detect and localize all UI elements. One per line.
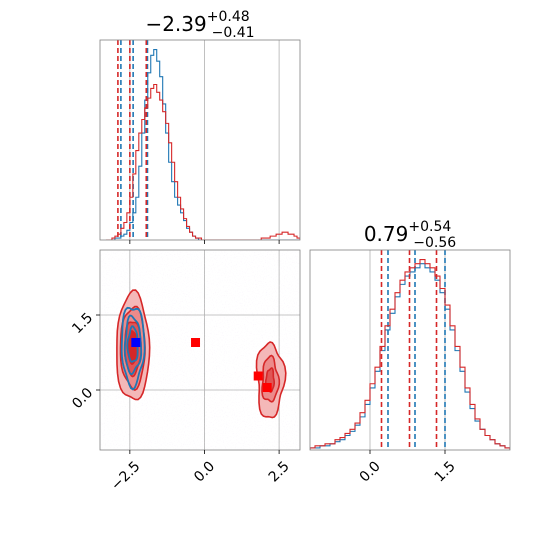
axes-frame-br <box>309 249 511 451</box>
marker-square <box>262 383 272 392</box>
title-param1-sub: −0.41 <box>212 25 255 41</box>
marker-square <box>191 338 201 347</box>
hist-tl-series <box>105 40 300 240</box>
title-param1-value: −2.39 <box>145 12 206 36</box>
ticks-br: 0.0 1.5 <box>357 450 459 486</box>
blue-contour-level <box>120 306 146 391</box>
grid-tl <box>129 40 280 240</box>
marker-square <box>131 338 141 347</box>
histogram-step-0 <box>310 263 510 450</box>
title-param2-value: 0.79 <box>364 222 409 246</box>
title-param1: −2.39+0.48 −0.41 <box>145 9 254 41</box>
contour-series <box>116 289 287 419</box>
y-tick-label: 1.5 <box>69 310 96 337</box>
marginal-histogram-param1: −2.39+0.48 −0.41 <box>99 9 301 244</box>
x-tick-label: 0.0 <box>357 458 384 485</box>
histogram-step-1 <box>105 83 300 240</box>
ticks-tl <box>129 240 280 244</box>
title-param1-sup: +0.48 <box>207 9 250 25</box>
axes-frame-tl <box>99 39 301 241</box>
blue-contour-level <box>123 314 143 376</box>
histogram-step-0 <box>105 48 300 240</box>
marginal-histogram-param2: 0.0 1.5 0.79+0.54 −0.56 <box>309 219 511 486</box>
y-tick-label: 0.0 <box>69 385 96 412</box>
blue-contour-level <box>126 325 139 363</box>
title-param2-sub: −0.56 <box>413 235 456 251</box>
title-param2: 0.79+0.54 −0.56 <box>364 219 456 251</box>
x-tick-label: 1.5 <box>432 458 459 485</box>
joint-contour-plot: −2.5 0.0 2.5 0.0 1.5 <box>69 249 301 494</box>
marker-points <box>131 338 272 392</box>
histogram-step-1 <box>310 258 510 450</box>
axes-frame-bl <box>99 249 301 451</box>
hist-br-series <box>310 250 510 450</box>
x-tick-label: 2.5 <box>266 458 293 485</box>
x-tick-label: −2.5 <box>108 458 143 493</box>
title-param2-sup: +0.54 <box>408 219 451 235</box>
marker-square <box>253 371 263 381</box>
x-tick-label: 0.0 <box>191 458 218 485</box>
